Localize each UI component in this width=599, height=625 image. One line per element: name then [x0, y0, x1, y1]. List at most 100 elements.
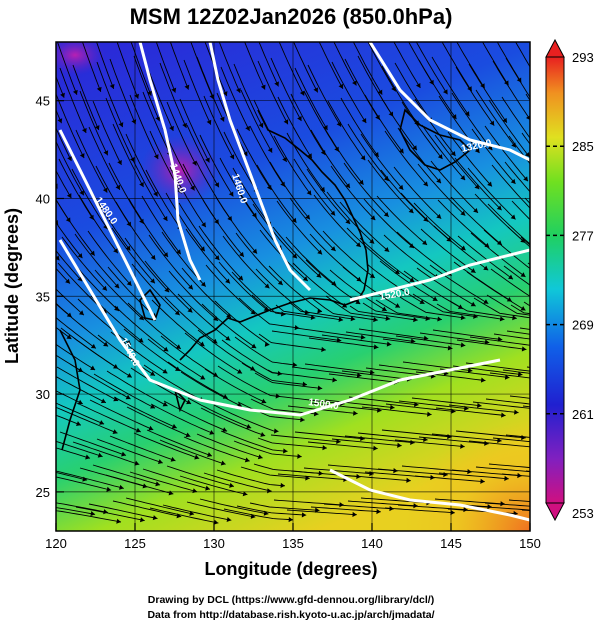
streamline-arrowhead [134, 460, 140, 466]
streamline-arrowhead [90, 511, 96, 517]
streamline [503, 265, 530, 286]
streamline [56, 169, 72, 199]
streamline-arrowhead [175, 344, 181, 349]
streamline [347, 123, 389, 182]
streamline [236, 505, 307, 516]
streamline [311, 402, 382, 412]
streamline [286, 509, 357, 516]
streamline [470, 232, 526, 278]
streamline [123, 328, 181, 372]
streamline-arrowhead [360, 334, 366, 340]
contour-1520 [349, 248, 530, 302]
streamline [96, 438, 163, 464]
streamline-arrowhead [242, 491, 248, 497]
streamline-arrowhead [336, 337, 342, 343]
colorbar-gradient [545, 56, 565, 504]
streamline-arrowhead [510, 214, 516, 220]
streamline [431, 433, 502, 442]
streamline [142, 468, 211, 490]
streamline-arrowhead [225, 278, 230, 284]
streamline [271, 330, 342, 342]
streamline [217, 365, 281, 397]
streamline [308, 337, 379, 348]
streamline [56, 221, 83, 259]
streamline [307, 64, 342, 127]
streamline [222, 235, 270, 289]
y-tick-label: 35 [36, 289, 50, 304]
streamline [61, 236, 108, 291]
streamline [16, 22, 40, 88]
coastline-ryukyu [173, 387, 186, 413]
streamline-arrowhead [317, 249, 323, 255]
streamline-arrowhead [567, 477, 571, 482]
streamline-arrowhead [487, 504, 492, 510]
streamline [109, 435, 176, 462]
streamline-arrowhead [520, 305, 526, 311]
streamline [475, 89, 517, 148]
streamline-arrowhead [264, 283, 270, 289]
streamline-arrowhead [592, 373, 597, 378]
streamline-arrowhead [77, 399, 83, 405]
streamline [322, 230, 376, 279]
streamline-arrowhead [474, 148, 480, 154]
streamline [56, 502, 108, 513]
streamline-arrowhead [463, 507, 468, 513]
streamline-arrowhead [397, 442, 402, 448]
contour-label: 1520.0 [379, 287, 411, 303]
streamline-arrowhead [464, 111, 470, 117]
streamline-arrowhead [384, 246, 390, 252]
streamline [215, 196, 258, 254]
streamline-arrowhead [90, 250, 95, 256]
streamline-arrowhead [187, 307, 193, 313]
streamline-arrowhead [451, 114, 457, 120]
streamline-arrowhead [205, 485, 210, 491]
streamline-arrowhead [125, 245, 131, 251]
streamline [255, 268, 310, 314]
streamline [196, 56, 225, 122]
streamline-arrowhead [336, 121, 342, 127]
streamline [75, 506, 145, 522]
streamline [254, 372, 323, 389]
streamline [394, 439, 465, 448]
streamline-arrowhead [100, 398, 106, 404]
streamline-arrowhead [375, 114, 380, 120]
streamline [398, 400, 469, 410]
streamline [509, 395, 530, 399]
streamline [385, 403, 456, 413]
streamline [326, 191, 375, 244]
streamline [486, 294, 530, 316]
streamline-arrowhead [125, 394, 131, 400]
streamline [362, 302, 431, 320]
streamline [323, 126, 364, 185]
streamline [89, 399, 154, 431]
streamline [276, 200, 323, 255]
streamline [292, 262, 348, 308]
streamline-arrowhead [331, 280, 337, 286]
streamline-arrowhead [291, 217, 297, 223]
streamline [218, 42, 241, 94]
streamline [490, 268, 530, 297]
streamline [273, 135, 312, 196]
streamline-arrowhead [102, 187, 108, 193]
streamline [125, 497, 195, 515]
streamline [78, 194, 119, 254]
x-tick-label: 150 [519, 536, 541, 551]
streamline [287, 405, 358, 415]
streamline [359, 237, 415, 283]
streamline [277, 473, 348, 481]
streamline-arrowhead [317, 385, 323, 391]
streamline [56, 140, 85, 196]
streamline [56, 366, 119, 402]
streamline [288, 301, 356, 320]
streamline [244, 42, 266, 90]
streamline [269, 161, 311, 220]
streamline-arrowhead [541, 470, 545, 475]
streamline [56, 185, 58, 189]
streamline-arrowhead [89, 214, 94, 220]
streamline [142, 91, 172, 157]
streamline-arrowhead [473, 207, 479, 213]
streamline [483, 229, 530, 270]
streamline [352, 42, 383, 95]
streamline-arrowhead [572, 338, 577, 343]
streamline [149, 507, 219, 524]
